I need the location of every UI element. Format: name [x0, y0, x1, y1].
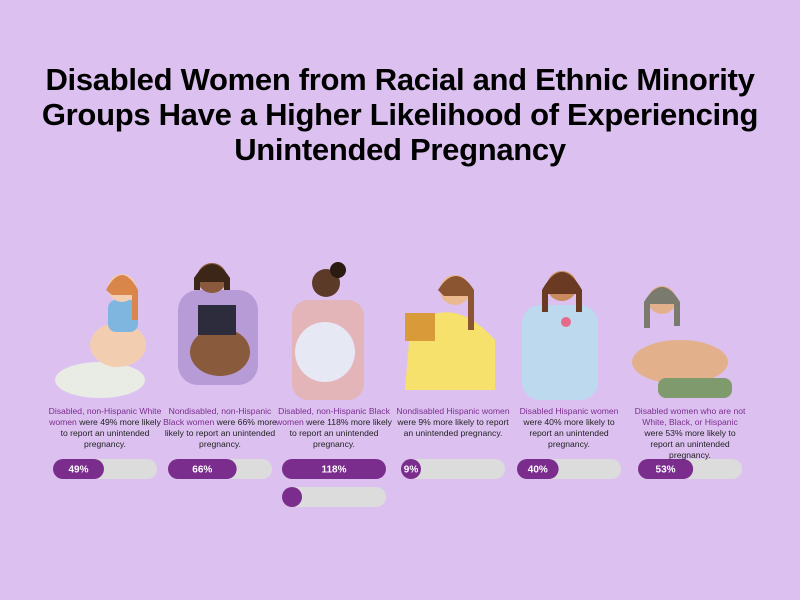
description-text: were 9% more likely to report an uninten…: [397, 417, 509, 438]
bar-track: [282, 487, 386, 507]
description: Nondisabled, non-Hispanic Black women we…: [162, 406, 278, 450]
group-name: Nondisabled Hispanic women: [396, 406, 510, 416]
illustration: [632, 286, 732, 398]
group-name: Nondisabled, non-Hispanic Black women: [163, 406, 272, 427]
illustration: [292, 262, 364, 400]
description-text: were 66% more likely to report an uninte…: [164, 417, 277, 449]
bar: [168, 459, 237, 479]
illustration: [522, 271, 598, 400]
group-name: Disabled Hispanic women: [519, 406, 619, 416]
bar: [282, 459, 386, 479]
description-text: were 118% more likely to report an unint…: [289, 417, 392, 449]
chart-title: Disabled Women from Racial and Ethnic Mi…: [41, 62, 759, 167]
description: Disabled, non-Hispanic White women were …: [47, 406, 163, 450]
bar: [517, 459, 559, 479]
value-label: 40%: [528, 465, 548, 476]
value-label: 53%: [656, 465, 676, 476]
bar-track: [401, 459, 505, 479]
value-label: 66%: [192, 465, 212, 476]
illustration: [55, 274, 146, 398]
description-text: were 49% more likely to report an uninte…: [60, 417, 161, 449]
group-name: Disabled, non-Hispanic White women: [48, 406, 162, 427]
illustration: [405, 275, 495, 390]
description: Nondisabled Hispanic women were 9% more …: [395, 406, 511, 439]
bar: [282, 487, 302, 507]
bar: [53, 459, 104, 479]
description: Disabled, non-Hispanic Black women were …: [276, 406, 392, 450]
value-label: 9%: [404, 465, 419, 476]
description-text: were 40% more likely to report an uninte…: [523, 417, 615, 449]
value-label: 49%: [68, 465, 88, 476]
value-label: 118%: [321, 465, 346, 476]
illustrations: [55, 262, 732, 400]
bar: [638, 459, 694, 479]
description: Disabled Hispanic women were 40% more li…: [511, 406, 627, 450]
group-name: Disabled, non-Hispanic Black women: [276, 406, 390, 427]
description-text: were 53% more likely to report an uninte…: [644, 428, 736, 460]
group-name: Disabled women who are not White, Black,…: [634, 406, 746, 427]
illustration: [178, 263, 258, 385]
bar: [401, 459, 421, 479]
description: Disabled women who are not White, Black,…: [632, 406, 748, 461]
